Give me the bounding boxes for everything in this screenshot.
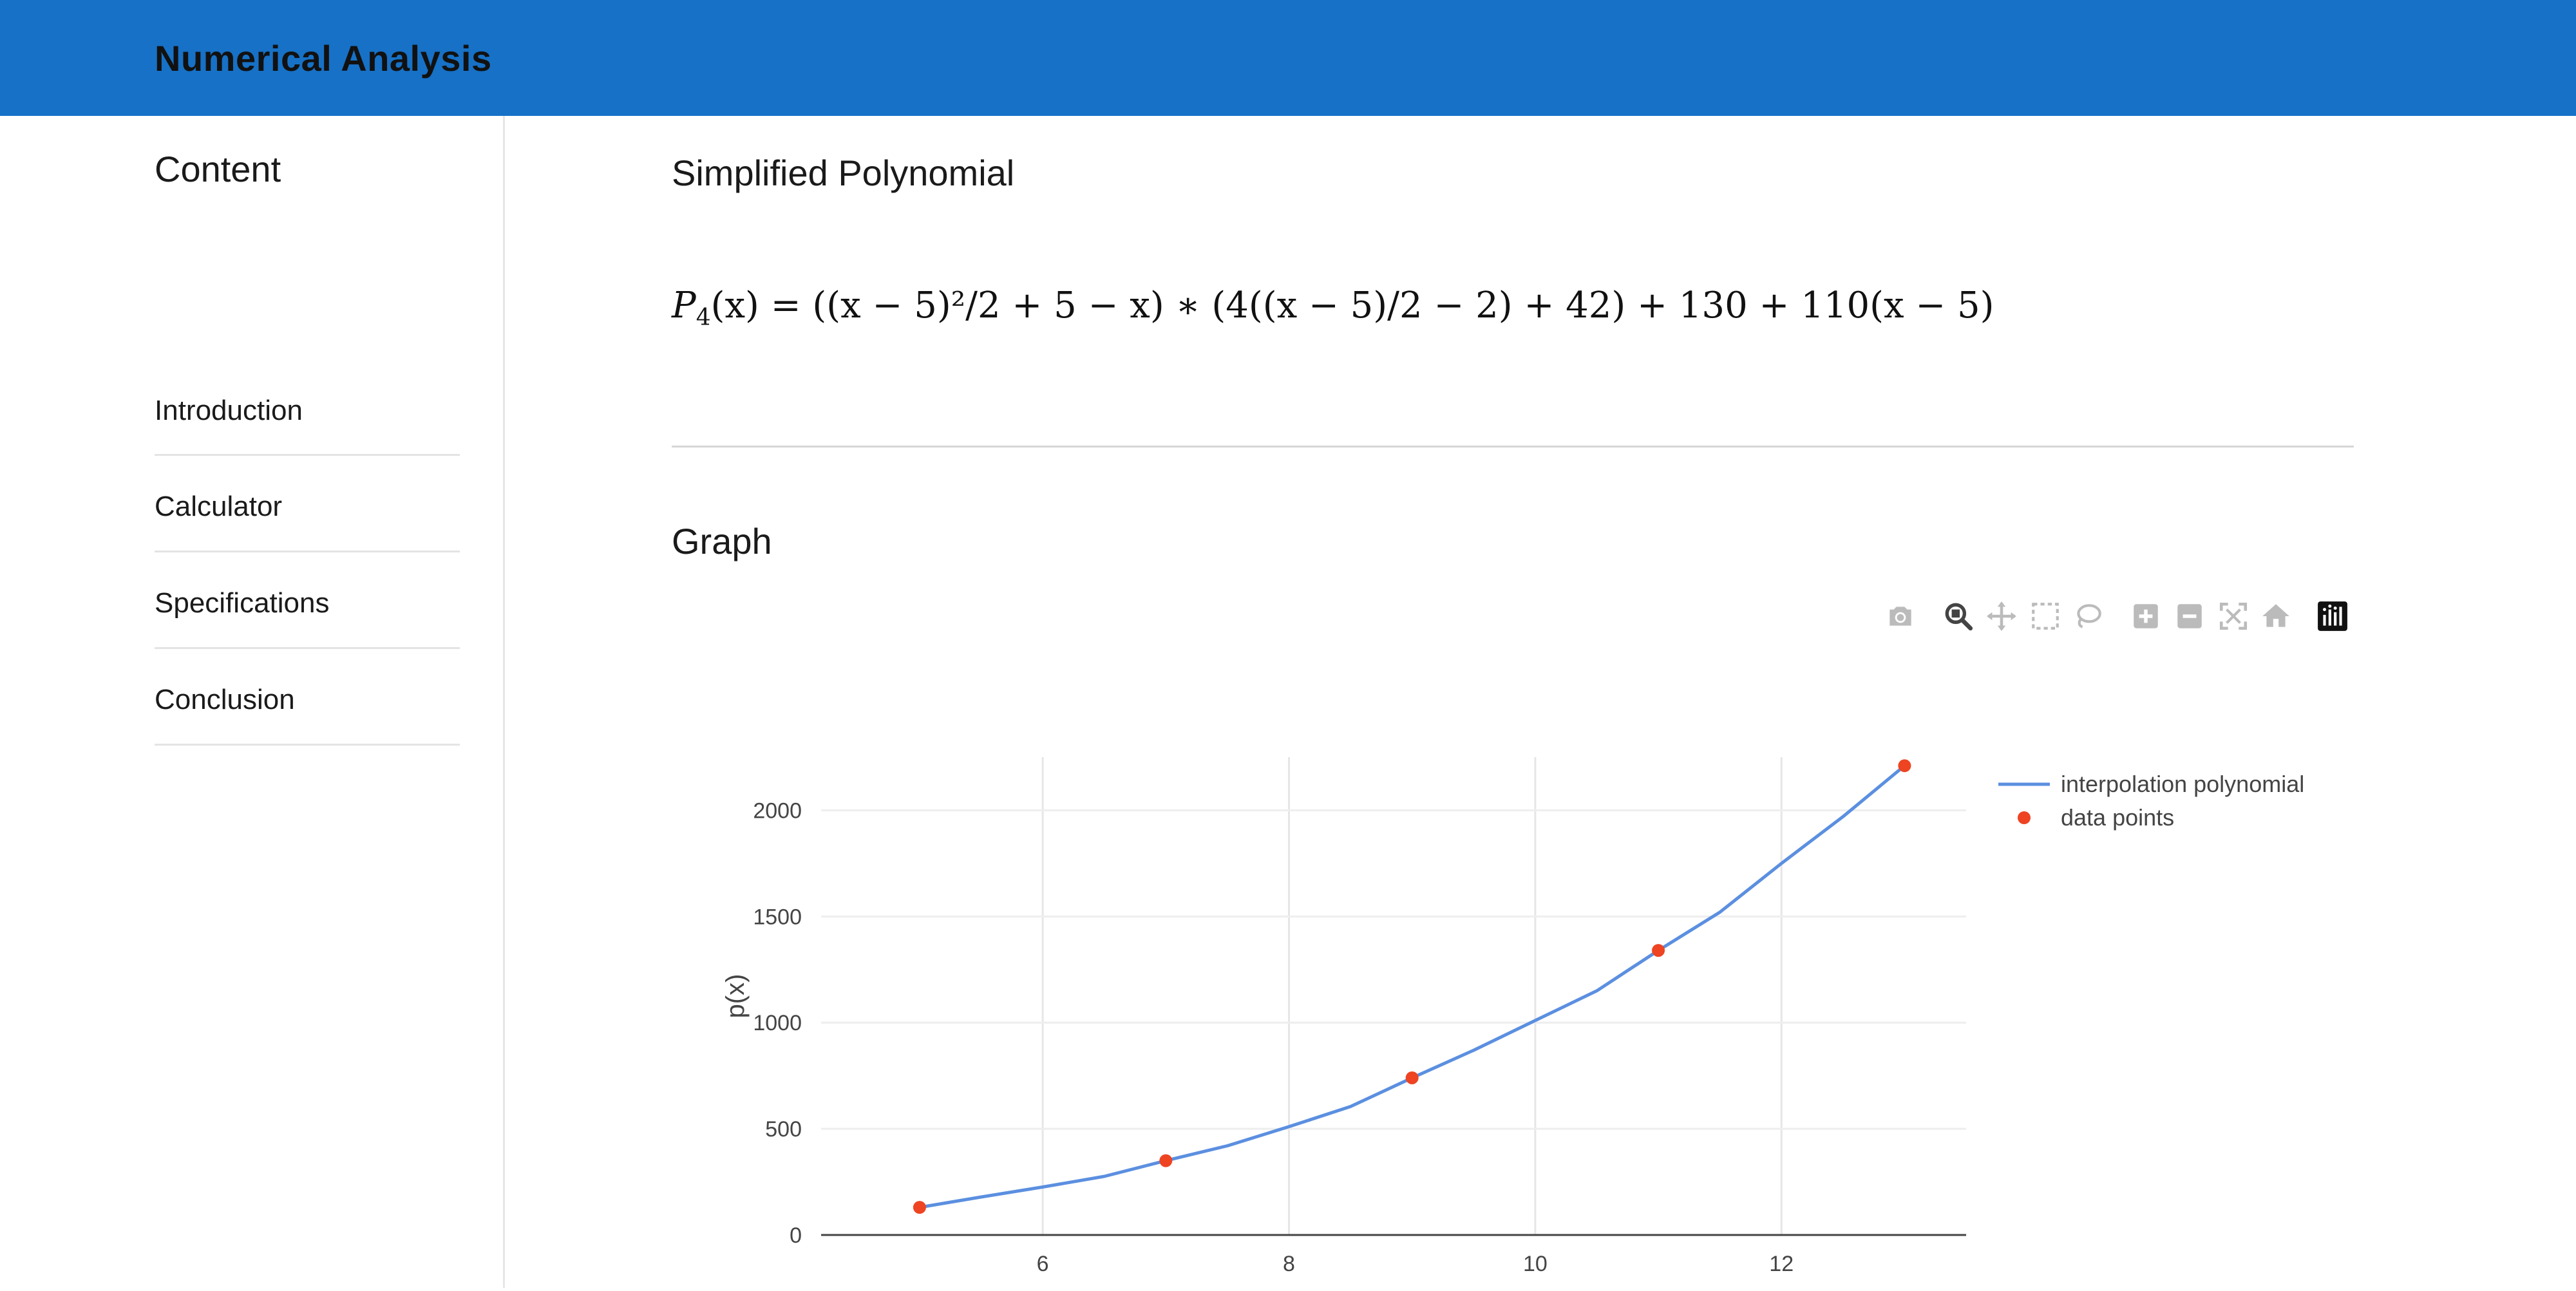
x-tick-label: 12	[1769, 1252, 1794, 1276]
zoom-out-icon[interactable]	[2168, 592, 2211, 640]
section-title-graph: Graph	[672, 521, 772, 561]
x-tick-label: 10	[1523, 1252, 1548, 1276]
formula-lhs-arg: (x)	[710, 285, 759, 326]
sidebar-title: Content	[155, 149, 281, 189]
section-divider	[672, 446, 2354, 448]
legend-label: data points	[2061, 804, 2174, 831]
data-point-marker	[1652, 944, 1665, 957]
chart-container: 6 8 10 12 0 500 1000 1500 2000 p(x) interpolation …	[672, 708, 2410, 1291]
data-point-marker	[913, 1201, 926, 1214]
zoom-in-icon[interactable]	[2125, 592, 2167, 640]
formula-lhs-subscript: 4	[696, 305, 711, 332]
data-point-marker	[1898, 759, 1911, 773]
autoscale-icon[interactable]	[2212, 592, 2255, 640]
y-tick-label: 500	[765, 1117, 802, 1142]
sidebar-nav: Introduction Calculator Specifications C…	[155, 361, 460, 746]
reset-axes-icon[interactable]	[2255, 592, 2297, 640]
sidebar-item-specifications[interactable]: Specifications	[155, 552, 460, 649]
legend-label: interpolation polynomial	[2061, 771, 2304, 797]
y-tick-label: 1500	[753, 905, 802, 929]
y-axis-label: p(x)	[721, 974, 750, 1019]
brand-title[interactable]: Numerical Analysis	[155, 38, 492, 79]
zoom-icon[interactable]	[1937, 592, 1980, 640]
y-tick-label: 0	[790, 1223, 802, 1248]
data-point-marker	[1405, 1071, 1419, 1084]
top-navbar: Numerical Analysis	[0, 0, 2576, 116]
formula-lhs-symbol: P	[672, 285, 696, 326]
polynomial-formula: P4(x) = ((x − 5)²/2 + 5 − x) ∗ (4((x − 5…	[672, 285, 1994, 331]
lasso-select-icon[interactable]	[2067, 592, 2109, 640]
sidebar-item-conclusion[interactable]: Conclusion	[155, 649, 460, 746]
pan-icon[interactable]	[1980, 592, 2023, 640]
formula-rhs: = ((x − 5)²/2 + 5 − x) ∗ (4((x − 5)/2 − …	[770, 285, 1994, 326]
x-tick-label: 6	[1037, 1252, 1049, 1276]
box-select-icon[interactable]	[2024, 592, 2067, 640]
sidebar	[0, 116, 505, 1288]
chart[interactable]: 6 8 10 12 0 500 1000 1500 2000 p(x) interpolation …	[672, 708, 2410, 1288]
x-tick-label: 8	[1283, 1252, 1295, 1276]
section-title-polynomial: Simplified Polynomial	[672, 153, 1015, 193]
series-line-interpolation-polynomial	[919, 764, 1906, 1209]
sidebar-item-introduction[interactable]: Introduction	[155, 361, 460, 456]
camera-icon[interactable]	[1879, 592, 1922, 640]
y-tick-label: 2000	[753, 798, 802, 823]
plotly-logo-icon[interactable]	[2311, 592, 2354, 640]
sidebar-item-calculator[interactable]: Calculator	[155, 456, 460, 552]
y-tick-label: 1000	[753, 1011, 802, 1035]
data-point-marker	[1159, 1154, 1173, 1167]
legend-marker-swatch	[2018, 811, 2031, 824]
